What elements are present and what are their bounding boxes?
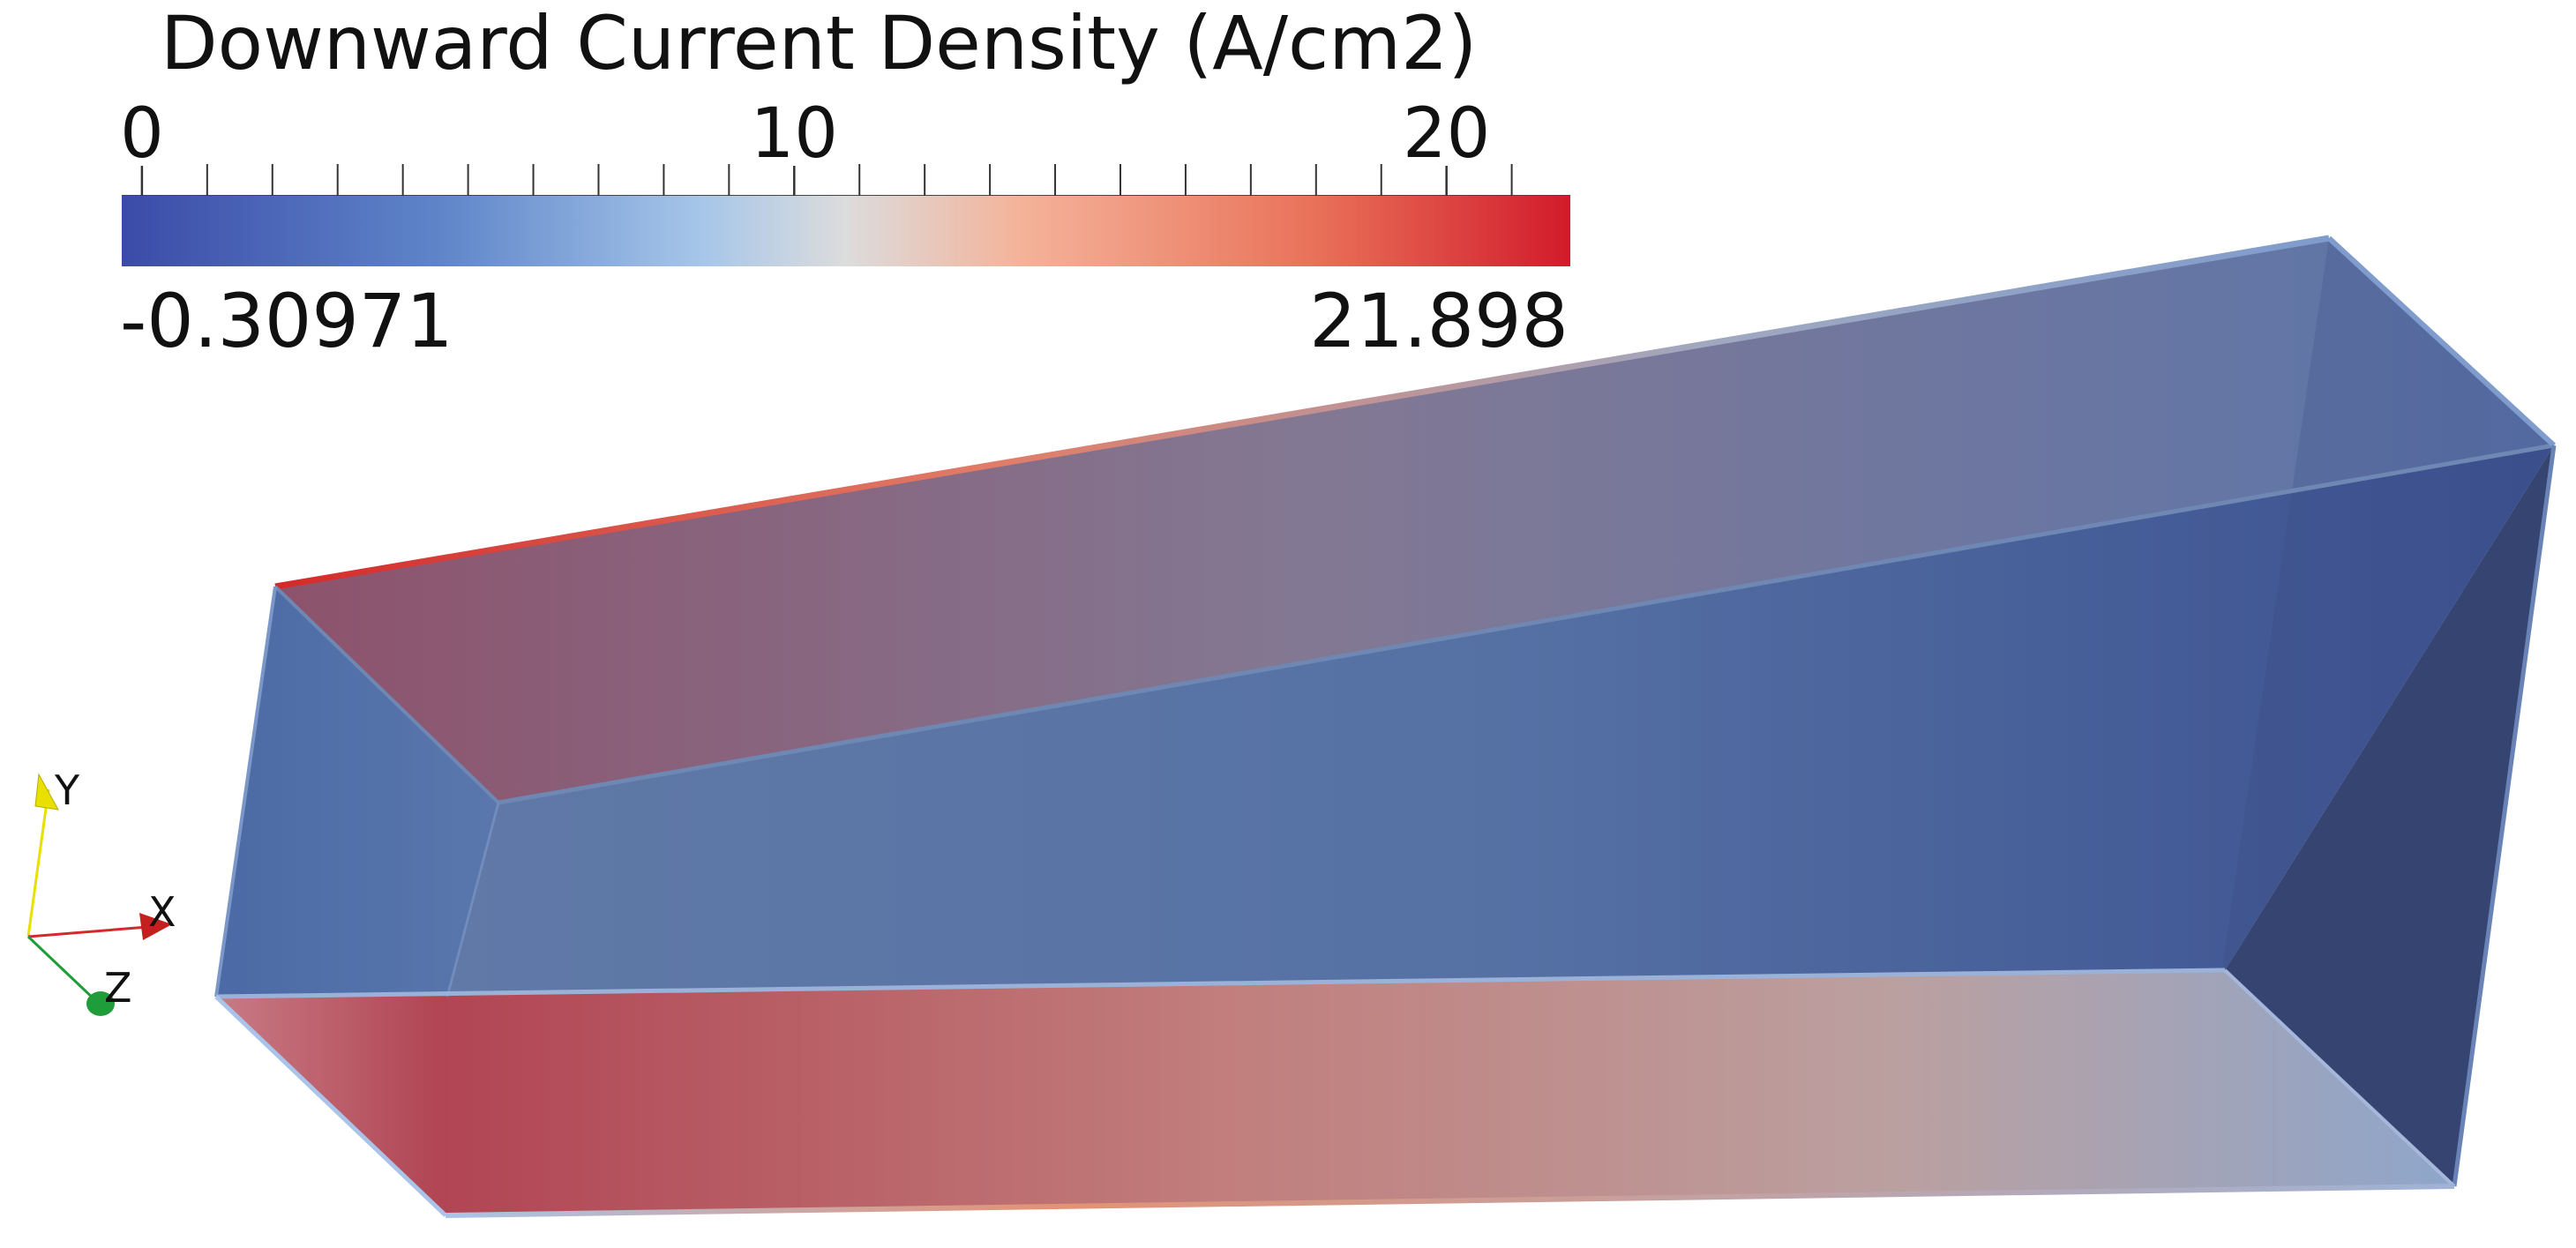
orientation-axes: Y X Z [26,766,176,1016]
box-inner-top-edge [498,443,2555,805]
box-bottom-left-edge [214,995,447,1217]
box-bottom-face [216,970,2454,1215]
box-bottom-far-edge [445,1184,2455,1218]
box-left-top-edge [273,585,500,804]
box-bottom-near-edge [215,968,2226,999]
box-right-top-edge [2326,235,2557,448]
box-end-face [2225,445,2554,1186]
colorbar-range-max: 21.898 [1309,278,1569,364]
x-axis-label: X [148,888,176,936]
box-end-bottom-edge [2223,968,2456,1188]
box-top-face [275,238,2554,803]
colorbar-range-min: -0.30971 [120,278,453,364]
colorbar-tick-label: 20 [1403,94,1490,174]
z-axis-line [26,935,99,1004]
y-axis-line [26,788,50,938]
z-axis-label: Z [104,964,132,1012]
box-left-edge [214,586,277,998]
box-3d [214,235,2557,1218]
z-axis-arrow-icon [86,991,115,1016]
colorbar-tick-labels: 0 10 20 [120,94,1490,174]
colorbar-tick-label: 0 [120,94,164,174]
x-axis-line [27,924,160,938]
box-left-face [216,587,498,997]
box-end-face-inner [2223,238,2554,970]
box-back-face [447,445,2554,997]
colorbar-gradient [122,196,1570,266]
box-top-edge [274,235,2330,590]
colorbar: Downward Current Density (A/cm2) 0 10 20… [120,0,1570,364]
box-right-edge [2452,445,2557,1187]
x-axis-arrow-icon [139,913,172,940]
y-axis-arrow-icon [34,773,59,811]
box-inner-vertical-edge [446,802,500,998]
colorbar-tick-label: 10 [751,94,838,174]
colorbar-title: Downward Current Density (A/cm2) [161,0,1477,86]
y-axis-label: Y [54,766,80,814]
